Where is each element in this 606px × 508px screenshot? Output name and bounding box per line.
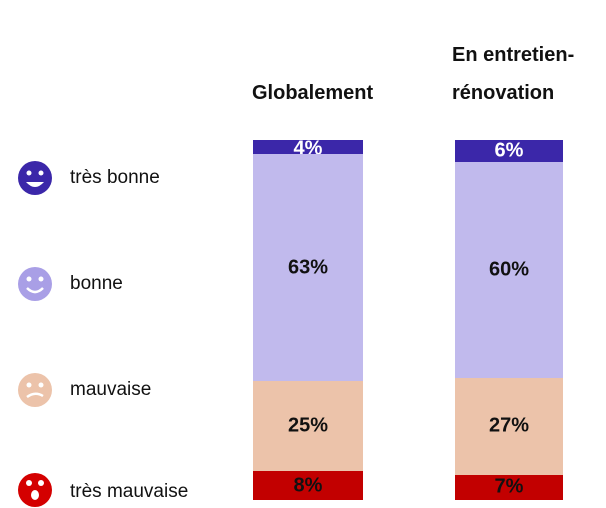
legend-icons — [18, 161, 52, 507]
bar-segment — [455, 474, 563, 500]
bar-segment — [455, 377, 563, 475]
legend-label: mauvaise — [70, 379, 152, 400]
value-label: 27% — [488, 414, 530, 437]
value-label: 60% — [488, 258, 530, 281]
value-label: 25% — [287, 414, 329, 437]
bar-segment — [253, 381, 363, 472]
bar-segment — [253, 140, 363, 155]
value-label: 4% — [293, 137, 323, 160]
bar-segment — [455, 140, 563, 162]
icon-very-bad — [18, 473, 52, 507]
value-label: 6% — [494, 139, 524, 162]
legend-label: bonne — [70, 273, 123, 294]
legend-label: très mauvaise — [70, 481, 189, 502]
bar-segment — [455, 161, 563, 378]
legend-label: très bonne — [70, 167, 160, 188]
bar-segment — [253, 154, 363, 382]
column-header: Globalement — [252, 82, 374, 104]
column-header: En entretien-rénovation — [452, 44, 575, 104]
value-label: 63% — [287, 256, 329, 279]
icon-bad — [18, 373, 52, 407]
value-label: 7% — [494, 475, 524, 498]
value-label: 8% — [293, 474, 323, 497]
icon-very-good — [18, 161, 52, 195]
icon-good — [18, 267, 52, 301]
bar-segment — [253, 471, 363, 500]
